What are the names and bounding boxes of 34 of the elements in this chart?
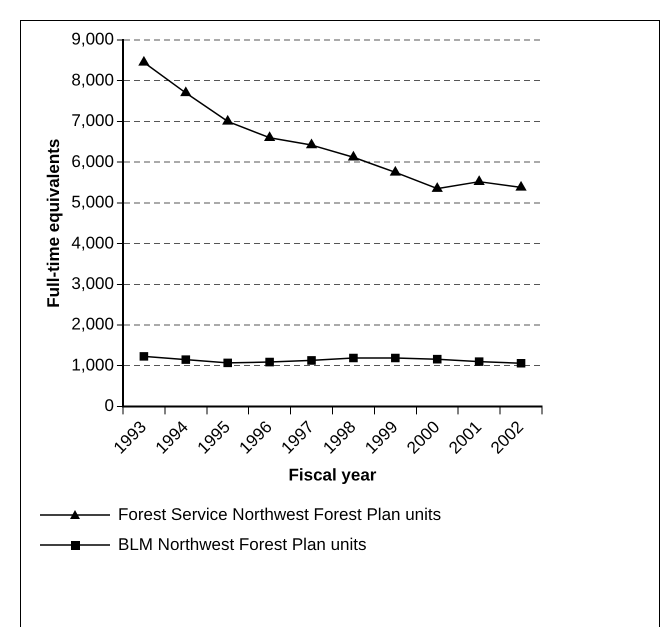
point [432, 354, 442, 364]
point [182, 355, 190, 364]
point [223, 358, 232, 368]
point [307, 356, 316, 365]
point [264, 132, 275, 141]
point [180, 87, 191, 96]
y-tick-label: 7,000 [71, 111, 114, 130]
y-tick-label: 3,000 [71, 274, 114, 293]
y-tick-label: 9,000 [71, 30, 114, 49]
point [390, 166, 400, 176]
point [348, 152, 359, 161]
point [516, 182, 526, 191]
y-tick-label: 4,000 [71, 233, 114, 252]
point [474, 357, 484, 366]
point [222, 116, 233, 125]
y-tick-label: 1,000 [71, 355, 114, 374]
point [349, 354, 358, 362]
y-tick-label: 8,000 [71, 70, 114, 90]
y-tick-label: 6,000 [71, 152, 114, 171]
point [474, 176, 484, 185]
point [516, 358, 526, 368]
y-tick-label: 0 [104, 396, 114, 416]
point [140, 352, 148, 361]
point [265, 358, 274, 366]
x-axis-title: Fiscal year [288, 465, 377, 484]
point [391, 354, 400, 362]
y-tick-label: 5,000 [71, 192, 114, 212]
legend-label: BLM Northwest Forest Plan units [118, 535, 366, 555]
legend-label: Forest Service Northwest Forest Plan units [118, 505, 442, 525]
point [306, 139, 317, 148]
y-axis-title: Full-time equivalents [44, 138, 63, 308]
point [138, 56, 149, 66]
point [432, 182, 442, 192]
y-tick-label: 2,000 [71, 314, 114, 334]
